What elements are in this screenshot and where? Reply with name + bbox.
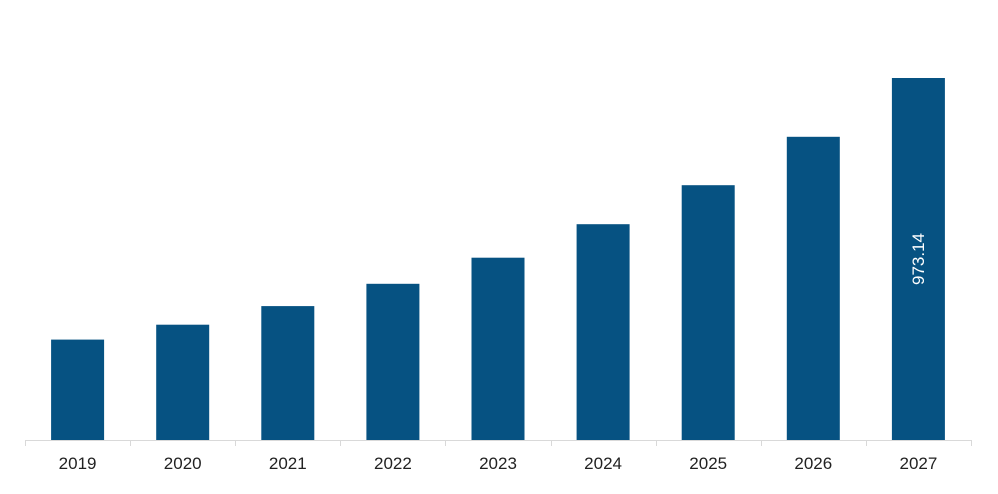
data-label-2027: 973.14 [909,233,928,285]
bar-2024 [576,224,630,440]
bar-2019 [51,339,105,440]
bar-2023 [471,257,525,440]
x-axis [25,440,972,446]
bar-2020 [156,324,210,440]
tick-labels: 2019 2020 2021 2022 2023 2024 2025 2026 2027 [59,454,938,473]
x-tick-label-2019: 2019 [59,454,97,473]
x-tick-label-2021: 2021 [269,454,307,473]
x-tick-label-2023: 2023 [479,454,517,473]
x-tick-label-2022: 2022 [374,454,412,473]
x-tick-label-2027: 2027 [899,454,937,473]
bar-2025 [681,185,735,440]
x-tick-label-2024: 2024 [584,454,622,473]
x-tick-label-2025: 2025 [689,454,727,473]
bar-2026 [786,136,840,441]
data-labels: 973.14 [909,233,928,285]
bar-2021 [261,306,315,440]
bar-2027 [891,78,945,440]
x-tick-label-2026: 2026 [794,454,832,473]
x-tick-label-2020: 2020 [164,454,202,473]
bar-2022 [366,283,420,440]
bars-group [51,78,945,441]
